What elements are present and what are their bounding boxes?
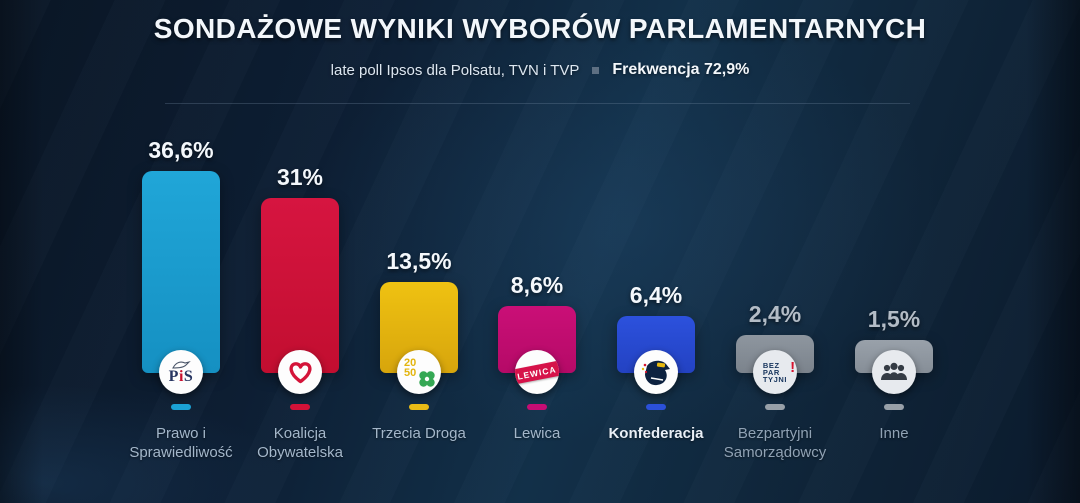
lewica-banner: LEWICA [515, 359, 559, 385]
bar-group: 2,4% BEZ PAR TYJNI ! Bezpartyjni Samorządow… [716, 0, 834, 503]
pis-eagle-logo: PiS [159, 350, 203, 394]
legend-color-dash [290, 404, 310, 410]
bar-group: 8,6% LEWICA Lewica [478, 0, 596, 503]
ko-heart-logo [278, 350, 322, 394]
bar-value-label: 1,5% [867, 306, 921, 332]
bar-value-label: 31% [276, 164, 324, 190]
poll-source-label: late poll Ipsos dla Polsatu, TVN i TVP [330, 61, 580, 79]
bar-group: 6,4% Konfederacja [597, 0, 715, 503]
bezpartyjni-wordmark: BEZ PAR TYJNI ! [762, 358, 796, 384]
party-name-label: Trzecia Droga [372, 425, 466, 442]
bar [261, 198, 339, 373]
clover-2050-icon: 20 50 [403, 357, 435, 387]
square-bullet-icon [592, 66, 600, 74]
bar-value-label: 36,6% [148, 137, 214, 163]
bar-value-label: 6,4% [629, 282, 683, 308]
legend-color-dash [409, 404, 429, 410]
bar-group: 36,6% PiS Prawo i Sprawiedliwość [122, 0, 240, 503]
bar-group: 13,5% 20 50 Trzecia Droga [360, 0, 478, 503]
legend-color-dash [884, 404, 904, 410]
heart-icon [288, 361, 312, 383]
eagle-icon [172, 360, 191, 369]
legend-color-dash [646, 404, 666, 410]
eagle-icon [641, 360, 670, 386]
header-divider-line [165, 103, 910, 104]
turnout-label: Frekwencja 72,9% [612, 61, 750, 78]
konfederacja-eagle-logo [634, 350, 678, 394]
bar-value-label: 13,5% [386, 248, 452, 274]
trzecia-droga-2050-clover-logo: 20 50 [397, 350, 441, 394]
party-name-label: Lewica [513, 425, 561, 442]
bar-value-label: 2,4% [748, 301, 802, 327]
people-group-icon [872, 350, 916, 394]
bezpartyjni-text-logo: BEZ PAR TYJNI ! [753, 350, 797, 394]
party-name-label: Bezpartyjni Samorządowcy [723, 425, 827, 461]
bar-group: 1,5% Inne [835, 0, 953, 503]
page-title: SONDAŻOWE WYNIKI WYBORÓW PARLAMENTARNYCH [153, 13, 927, 44]
lewica-banner-logo: LEWICA [515, 350, 559, 394]
party-name-label: Prawo i Sprawiedliwość [129, 425, 233, 461]
party-name-label: Konfederacja [608, 425, 704, 442]
bar [142, 171, 220, 373]
party-name-label: Koalicja Obywatelska [257, 425, 343, 461]
bar-group: 31% Koalicja Obywatelska [241, 0, 359, 503]
party-name-label: Inne [879, 425, 909, 442]
legend-color-dash [171, 404, 191, 410]
subtitle-row: late poll Ipsos dla Polsatu, TVN i TVP F… [0, 61, 1080, 79]
legend-color-dash [765, 404, 785, 410]
bar-value-label: 8,6% [510, 272, 564, 298]
people-group-icon [881, 362, 907, 380]
legend-color-dash [527, 404, 547, 410]
